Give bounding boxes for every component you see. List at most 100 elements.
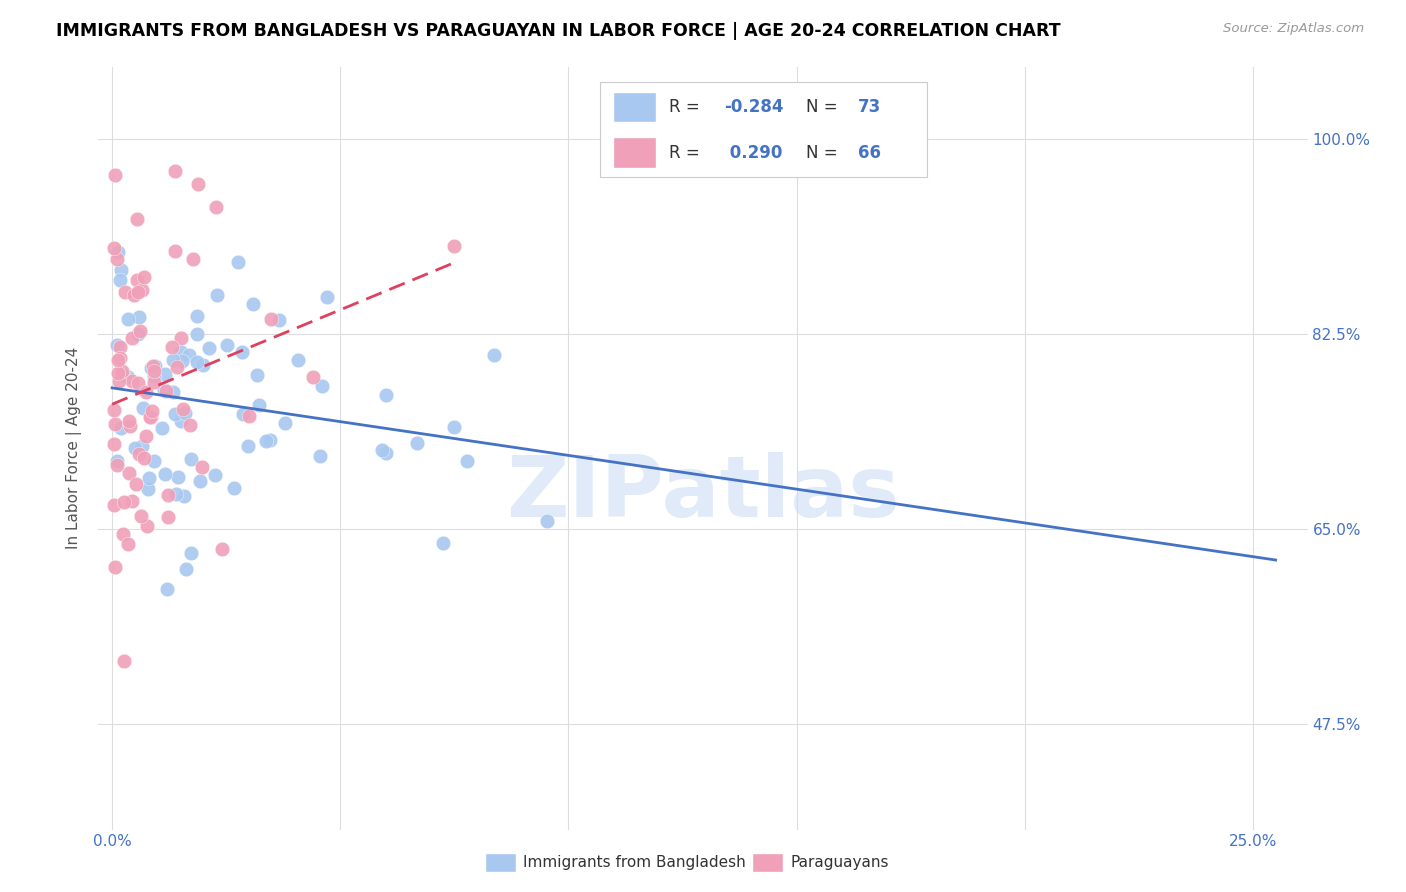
Point [156,582,179,597]
Point [117,536,139,550]
Point [139,409,162,424]
Point [143,376,166,390]
Point [125,477,148,491]
Point [170,414,193,428]
Point [371,443,394,458]
Point [143,369,166,384]
Point [104,559,127,574]
Point [118,419,141,434]
Point [110,341,132,355]
Point [204,468,226,483]
Point [127,285,149,300]
Point [259,433,281,447]
Point [172,402,194,417]
Text: IMMIGRANTS FROM BANGLADESH VS PARAGUAYAN IN LABOR FORCE | AGE 20-24 CORRELATION : IMMIGRANTS FROM BANGLADESH VS PARAGUAYAN… [56,22,1062,40]
Point [374,446,396,460]
Point [127,376,149,391]
Point [103,241,125,255]
Point [231,345,253,359]
Point [156,510,179,524]
Point [260,312,283,326]
Point [131,439,153,453]
Point [139,360,162,375]
Point [443,420,465,434]
Point [162,385,184,400]
Point [107,366,129,380]
Point [124,441,146,455]
Point [165,244,187,259]
Point [125,273,148,287]
Point [134,451,156,466]
Point [173,489,195,503]
Point [142,359,165,373]
Point [287,353,309,368]
Point [180,451,202,466]
Point [180,546,202,560]
Point [139,409,162,424]
Point [111,526,134,541]
Point [107,375,129,389]
Point [166,359,188,374]
Point [104,417,127,431]
Point [224,481,246,495]
Point [129,324,152,338]
Point [104,168,127,182]
Point [110,420,132,434]
Point [155,384,177,399]
Text: ZIPatlas: ZIPatlas [506,452,900,535]
Point [135,384,157,399]
Point [215,338,238,352]
Point [308,449,330,463]
Point [103,437,125,451]
Point [198,341,221,355]
Point [105,458,128,473]
Point [316,290,339,304]
Point [247,399,270,413]
Point [174,562,197,576]
Point [105,337,128,351]
Point [128,310,150,324]
Point [191,460,214,475]
Point [174,406,197,420]
Point [254,434,277,449]
Y-axis label: In Labor Force | Age 20-24: In Labor Force | Age 20-24 [66,347,83,549]
Point [143,364,166,378]
Point [186,310,208,324]
Point [153,368,176,382]
Point [211,542,233,557]
Point [236,439,259,453]
Point [406,436,429,450]
Point [232,407,254,421]
Point [165,487,187,501]
Point [114,285,136,299]
Point [107,352,129,367]
Point [167,470,190,484]
Point [110,262,132,277]
Text: Source: ZipAtlas.com: Source: ZipAtlas.com [1223,22,1364,36]
Point [155,467,177,482]
Point [179,417,201,432]
Point [205,288,228,302]
Point [131,283,153,297]
Point [375,388,398,402]
Point [112,495,135,509]
Point [125,211,148,226]
Point [128,448,150,462]
Point [131,401,153,415]
Point [186,327,208,342]
Text: Paraguayans: Paraguayans [790,855,889,870]
Point [181,252,204,266]
Point [121,494,143,508]
Point [246,368,269,382]
Text: Immigrants from Bangladesh: Immigrants from Bangladesh [523,855,745,870]
Point [165,164,187,178]
Point [150,420,173,434]
Point [172,354,194,368]
Point [108,272,131,286]
Point [160,340,183,354]
Point [121,331,143,345]
Point [103,402,125,417]
Point [135,429,157,443]
Point [274,416,297,430]
Point [186,355,208,369]
